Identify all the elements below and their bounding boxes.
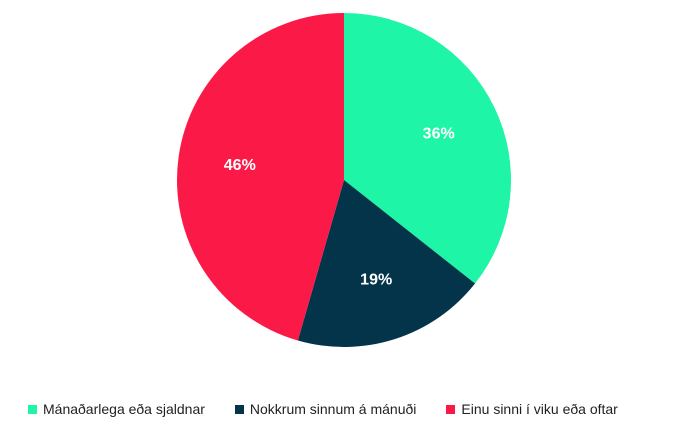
legend: Mánaðarlega eða sjaldnar Nokkrum sinnum …	[28, 398, 618, 420]
legend-label-several-times: Nokkrum sinnum á mánuði	[249, 401, 417, 417]
legend-item-several-times: Nokkrum sinnum á mánuði	[234, 401, 417, 417]
pie-chart: 36% 19% 46%	[176, 13, 512, 347]
slice-label-several-times: 19%	[360, 272, 392, 289]
legend-swatch-monthly	[28, 404, 37, 414]
pie-slice-monthly	[344, 13, 512, 284]
legend-swatch-several-times	[234, 404, 244, 414]
slice-label-monthly: 36%	[423, 126, 455, 143]
pie-slice-weekly	[176, 13, 344, 341]
slice-label-weekly: 46%	[224, 157, 256, 174]
pie-slice-several-times	[297, 180, 476, 347]
legend-swatch-weekly	[446, 404, 456, 414]
legend-label-monthly: Mánaðarlega eða sjaldnar	[43, 401, 205, 417]
legend-item-monthly: Mánaðarlega eða sjaldnar	[28, 401, 205, 417]
legend-label-weekly: Einu sinni í viku eða oftar	[461, 401, 618, 417]
legend-item-weekly: Einu sinni í viku eða oftar	[446, 401, 618, 417]
